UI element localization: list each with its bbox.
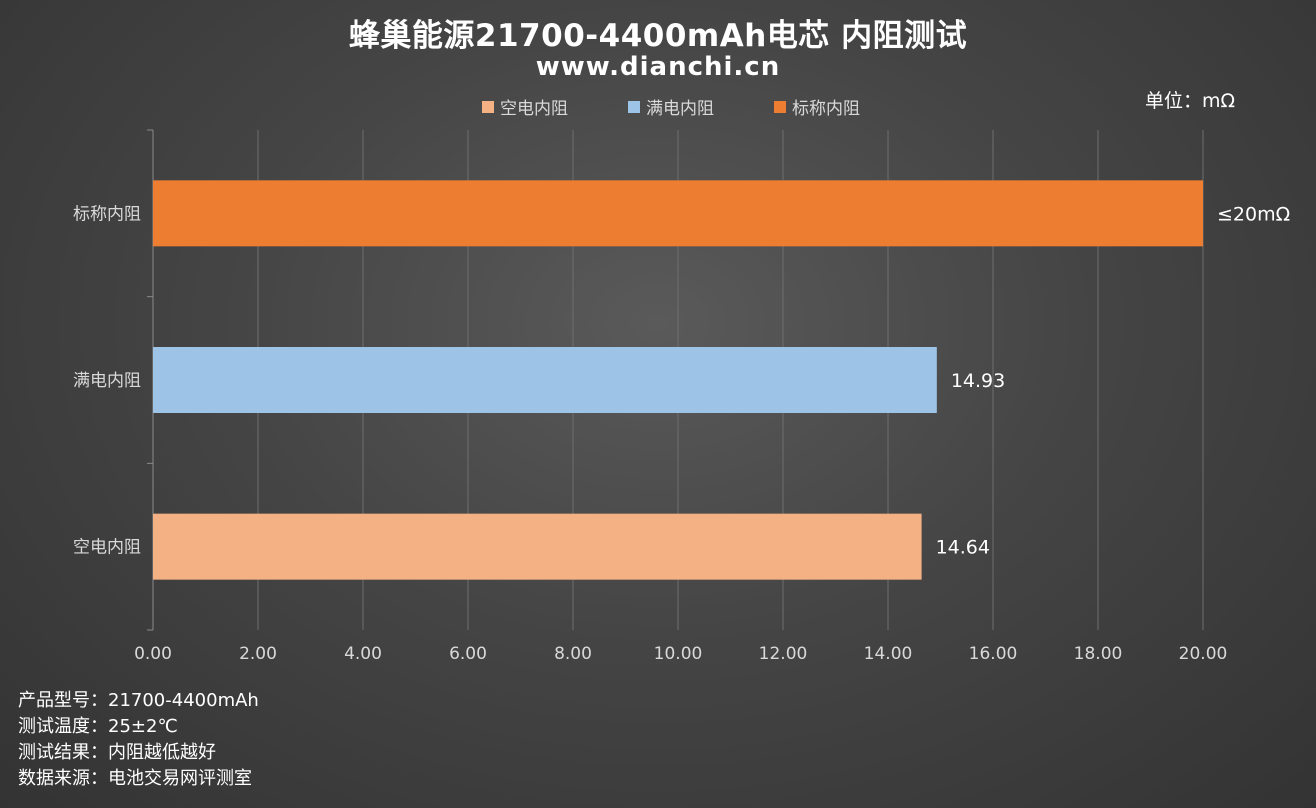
legend-swatch-full [628,100,640,113]
data-label: 14.64 [936,537,990,559]
unit-label: 单位：mΩ [1145,90,1236,112]
note-result-label: 测试结果： [18,742,108,763]
note-result: 测试结果：内阻越低越好 [18,740,259,766]
bar [153,513,922,580]
x-tick-label: 6.00 [449,644,487,664]
legend-label-nominal: 标称内阻 [792,99,860,119]
note-temperature-label: 测试温度： [18,716,108,737]
note-source: 数据来源：电池交易网评测室 [18,766,259,792]
legend: 空电内阻 满电内阻 标称内阻 [0,94,1316,119]
chart-title: 蜂巢能源21700-4400mAh电芯 内阻测试 [348,18,968,54]
note-model: 产品型号：21700-4400mAh [18,688,259,714]
note-temperature: 测试温度：25±2℃ [18,714,259,740]
note-temperature-value: 25±2℃ [108,716,178,737]
x-tick-label: 12.00 [759,644,808,664]
bar [153,347,937,413]
x-tick-label: 2.00 [239,644,277,664]
legend-swatch-nominal [774,100,786,113]
x-tick-label: 16.00 [969,644,1018,664]
note-model-label: 产品型号： [18,690,108,711]
note-model-value: 21700-4400mAh [108,690,259,711]
category-label: 标称内阻 [73,204,141,224]
x-tick-label: 4.00 [344,644,382,664]
chart-subtitle: www.dianchi.cn [535,52,781,82]
data-label: ≤20mΩ [1217,203,1290,225]
data-label: 14.93 [951,370,1005,392]
x-tick-label: 20.00 [1179,644,1228,664]
notes: 产品型号：21700-4400mAh 测试温度：25±2℃ 测试结果：内阻越低越… [18,688,259,792]
category-label: 满电内阻 [73,371,141,391]
x-tick-label: 10.00 [654,644,703,664]
category-label: 空电内阻 [73,538,141,558]
legend-swatch-empty [482,100,494,113]
legend-label-empty: 空电内阻 [500,99,568,119]
legend-item-empty: 空电内阻 [482,94,568,119]
x-tick-label: 8.00 [554,644,592,664]
legend-item-nominal: 标称内阻 [774,94,860,119]
legend-label-full: 满电内阻 [646,99,714,119]
legend-item-full: 满电内阻 [628,94,714,119]
x-tick-label: 14.00 [864,644,913,664]
bar [153,180,1203,247]
note-result-value: 内阻越低越好 [108,742,216,763]
x-tick-label: 18.00 [1074,644,1123,664]
note-source-value: 电池交易网评测室 [108,768,252,789]
note-source-label: 数据来源： [18,768,108,789]
x-tick-label: 0.00 [134,644,172,664]
